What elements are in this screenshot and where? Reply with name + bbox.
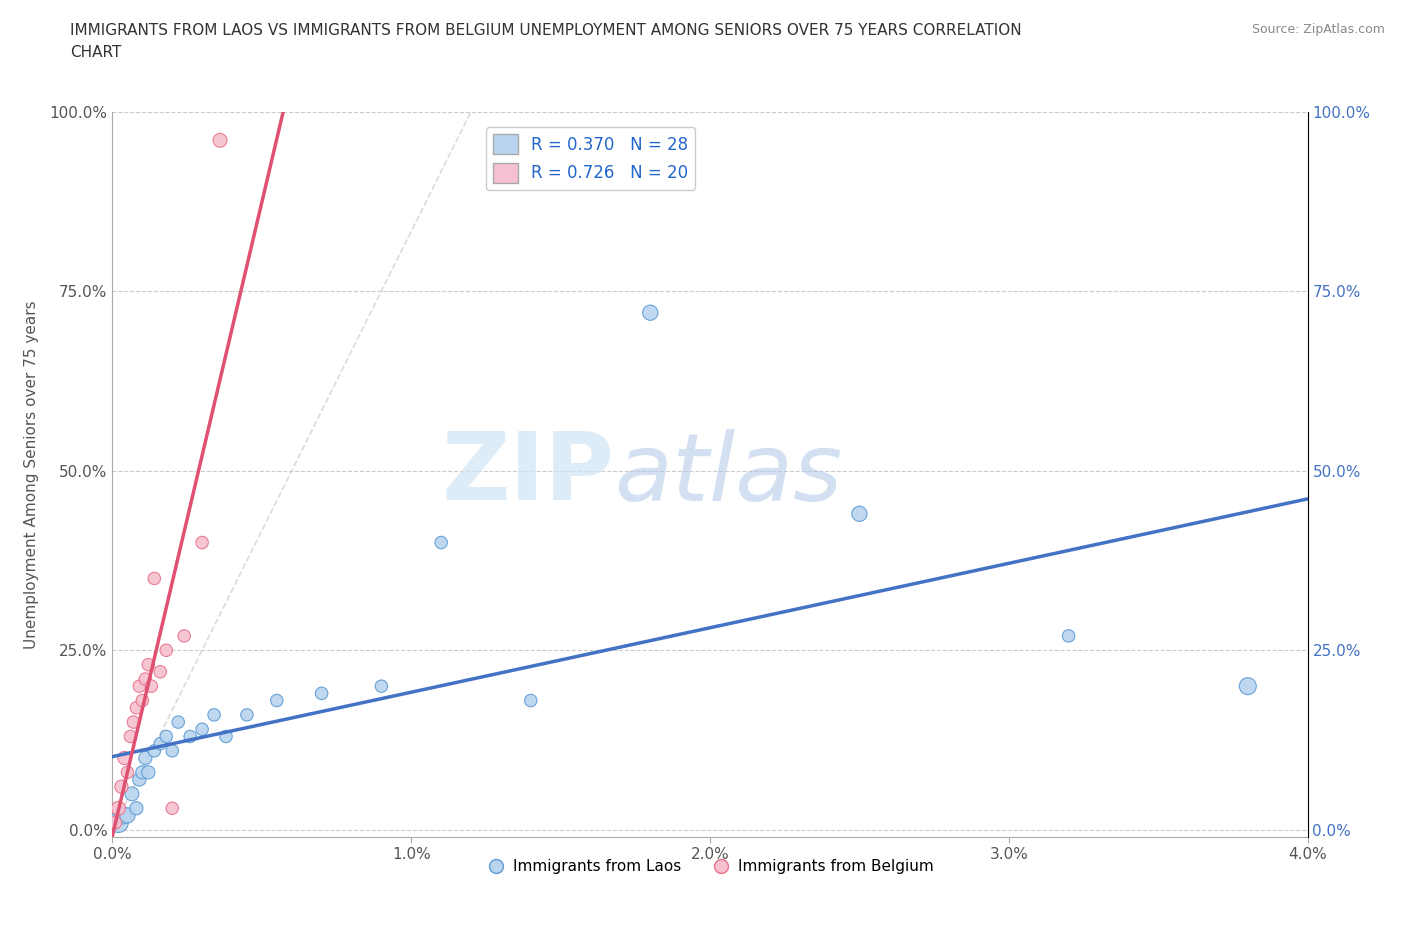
Point xyxy=(134,751,156,765)
Point xyxy=(134,671,156,686)
Point xyxy=(107,816,129,830)
Point xyxy=(131,693,153,708)
Point xyxy=(128,679,150,694)
Legend: Immigrants from Laos, Immigrants from Belgium: Immigrants from Laos, Immigrants from Be… xyxy=(481,853,939,880)
Point xyxy=(138,658,160,672)
Point xyxy=(311,686,333,701)
Point xyxy=(131,764,153,779)
Point xyxy=(202,708,225,723)
Point xyxy=(120,729,142,744)
Point xyxy=(121,787,143,802)
Point xyxy=(236,708,259,723)
Point xyxy=(173,629,195,644)
Point xyxy=(125,801,148,816)
Point xyxy=(162,801,183,816)
Point xyxy=(640,305,662,320)
Point xyxy=(104,816,127,830)
Point xyxy=(520,693,543,708)
Point xyxy=(107,801,129,816)
Point xyxy=(143,571,166,586)
Point xyxy=(128,772,150,787)
Point xyxy=(848,506,870,521)
Point xyxy=(430,535,453,550)
Point xyxy=(122,714,145,729)
Point xyxy=(117,764,139,779)
Point xyxy=(117,808,139,823)
Text: IMMIGRANTS FROM LAOS VS IMMIGRANTS FROM BELGIUM UNEMPLOYMENT AMONG SENIORS OVER : IMMIGRANTS FROM LAOS VS IMMIGRANTS FROM … xyxy=(70,23,1022,60)
Point xyxy=(111,808,134,823)
Point xyxy=(266,693,288,708)
Point xyxy=(114,751,135,765)
Point xyxy=(179,729,201,744)
Point xyxy=(155,729,177,744)
Text: Source: ZipAtlas.com: Source: ZipAtlas.com xyxy=(1251,23,1385,36)
Point xyxy=(141,679,163,694)
Point xyxy=(1057,629,1080,644)
Point xyxy=(215,729,238,744)
Point xyxy=(162,743,183,758)
Text: ZIP: ZIP xyxy=(441,429,614,520)
Point xyxy=(155,643,177,658)
Point xyxy=(110,779,132,794)
Point xyxy=(138,764,160,779)
Point xyxy=(1237,679,1260,694)
Point xyxy=(125,700,148,715)
Y-axis label: Unemployment Among Seniors over 75 years: Unemployment Among Seniors over 75 years xyxy=(24,300,38,648)
Point xyxy=(370,679,392,694)
Point xyxy=(149,737,172,751)
Point xyxy=(149,664,172,679)
Text: atlas: atlas xyxy=(614,429,842,520)
Point xyxy=(191,535,214,550)
Point xyxy=(167,714,190,729)
Point xyxy=(209,133,232,148)
Point xyxy=(143,743,166,758)
Point xyxy=(191,722,214,737)
